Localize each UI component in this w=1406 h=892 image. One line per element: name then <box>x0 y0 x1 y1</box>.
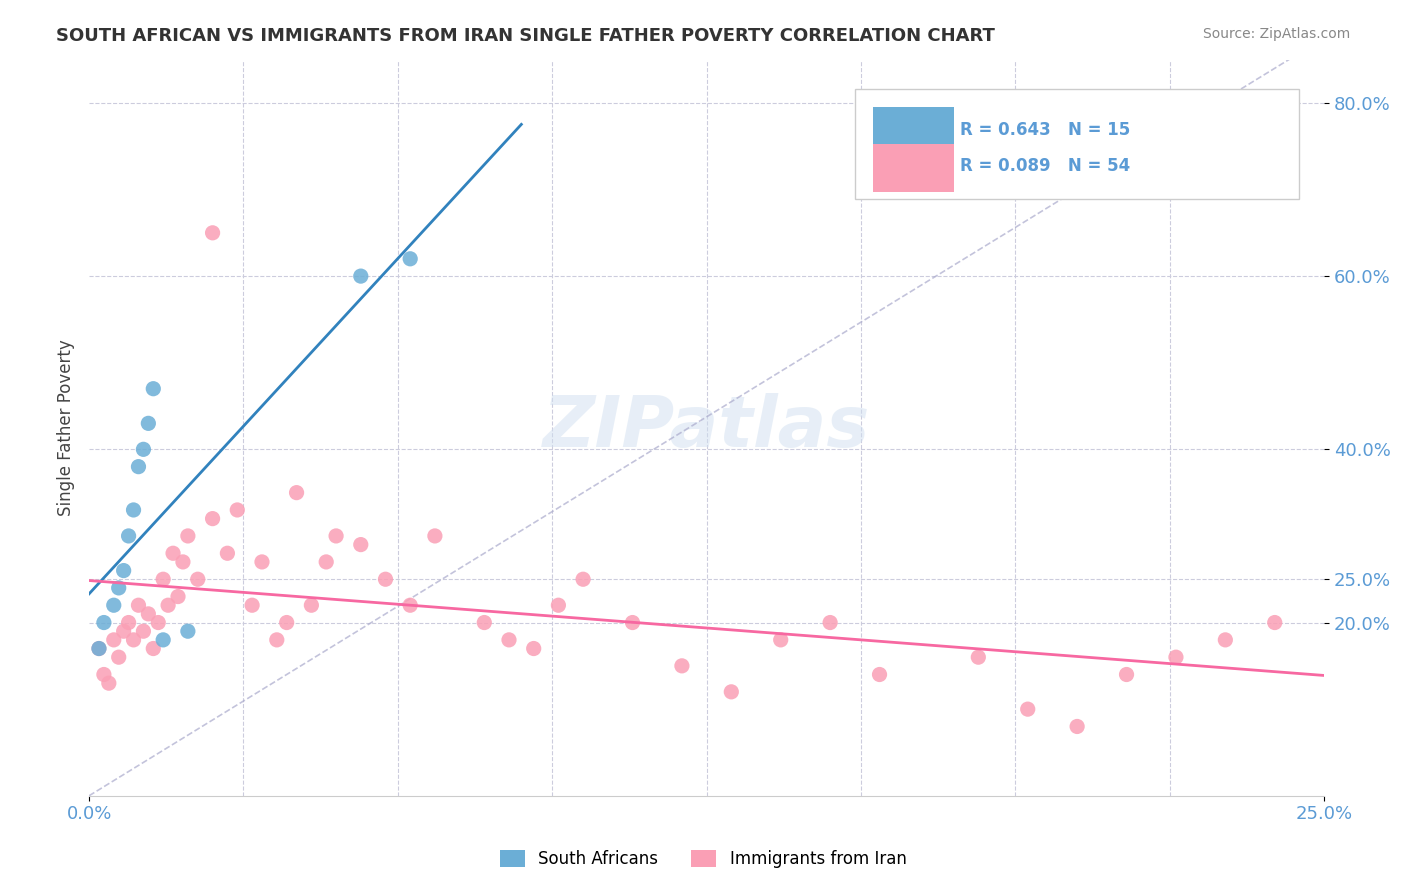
Point <box>87 641 110 656</box>
Text: Source: ZipAtlas.com: Source: ZipAtlas.com <box>1202 27 1350 41</box>
Legend: South Africans, Immigrants from Iran: South Africans, Immigrants from Iran <box>494 843 912 875</box>
Point <box>177 624 200 639</box>
Point <box>350 538 373 552</box>
Point <box>93 615 115 630</box>
Point <box>1164 650 1187 665</box>
Point <box>132 624 155 639</box>
Point <box>1264 615 1286 630</box>
Point <box>127 599 149 613</box>
Point <box>266 632 288 647</box>
Point <box>217 546 239 560</box>
Point <box>818 615 841 630</box>
Point <box>201 226 224 240</box>
Point <box>162 546 184 560</box>
Point <box>157 599 180 613</box>
Point <box>240 599 263 613</box>
Point <box>523 641 546 656</box>
Point <box>167 590 190 604</box>
Point <box>103 599 125 613</box>
Point <box>142 382 165 396</box>
Point <box>671 658 693 673</box>
Point <box>967 650 990 665</box>
Point <box>572 572 595 586</box>
Point <box>152 572 174 586</box>
Point <box>107 650 129 665</box>
Point <box>250 555 273 569</box>
Point <box>122 503 145 517</box>
Point <box>621 615 644 630</box>
Point <box>350 269 373 284</box>
Point <box>107 581 129 595</box>
Point <box>138 417 160 431</box>
Point <box>720 685 742 699</box>
Point <box>117 529 139 543</box>
Point <box>201 511 224 525</box>
Point <box>315 555 337 569</box>
FancyBboxPatch shape <box>855 89 1299 200</box>
Point <box>117 615 139 630</box>
Point <box>103 632 125 647</box>
Point <box>122 632 145 647</box>
Point <box>112 624 135 639</box>
Point <box>299 599 322 613</box>
Text: R = 0.643   N = 15: R = 0.643 N = 15 <box>960 120 1130 138</box>
Point <box>127 459 149 474</box>
Point <box>869 667 891 681</box>
Text: R = 0.089   N = 54: R = 0.089 N = 54 <box>960 157 1130 176</box>
Point <box>399 252 422 266</box>
Point <box>93 667 115 681</box>
Point <box>498 632 520 647</box>
Point <box>172 555 194 569</box>
Point <box>374 572 396 586</box>
Point <box>177 529 200 543</box>
Point <box>148 615 170 630</box>
Point <box>547 599 569 613</box>
Text: ZIPatlas: ZIPatlas <box>543 393 870 462</box>
Y-axis label: Single Father Poverty: Single Father Poverty <box>58 339 75 516</box>
Point <box>769 632 792 647</box>
FancyBboxPatch shape <box>873 145 953 192</box>
Point <box>226 503 249 517</box>
Point <box>112 564 135 578</box>
Point <box>1115 667 1137 681</box>
Point <box>1215 632 1237 647</box>
Point <box>142 641 165 656</box>
Point <box>138 607 160 621</box>
Point <box>152 632 174 647</box>
Point <box>325 529 347 543</box>
Point <box>1017 702 1039 716</box>
FancyBboxPatch shape <box>873 107 953 155</box>
Point <box>472 615 495 630</box>
Point <box>187 572 209 586</box>
Point <box>1066 719 1088 733</box>
Text: SOUTH AFRICAN VS IMMIGRANTS FROM IRAN SINGLE FATHER POVERTY CORRELATION CHART: SOUTH AFRICAN VS IMMIGRANTS FROM IRAN SI… <box>56 27 995 45</box>
Point <box>132 442 155 457</box>
Point <box>97 676 120 690</box>
Point <box>399 599 422 613</box>
Point <box>285 485 308 500</box>
Point <box>276 615 298 630</box>
Point <box>87 641 110 656</box>
Point <box>423 529 446 543</box>
